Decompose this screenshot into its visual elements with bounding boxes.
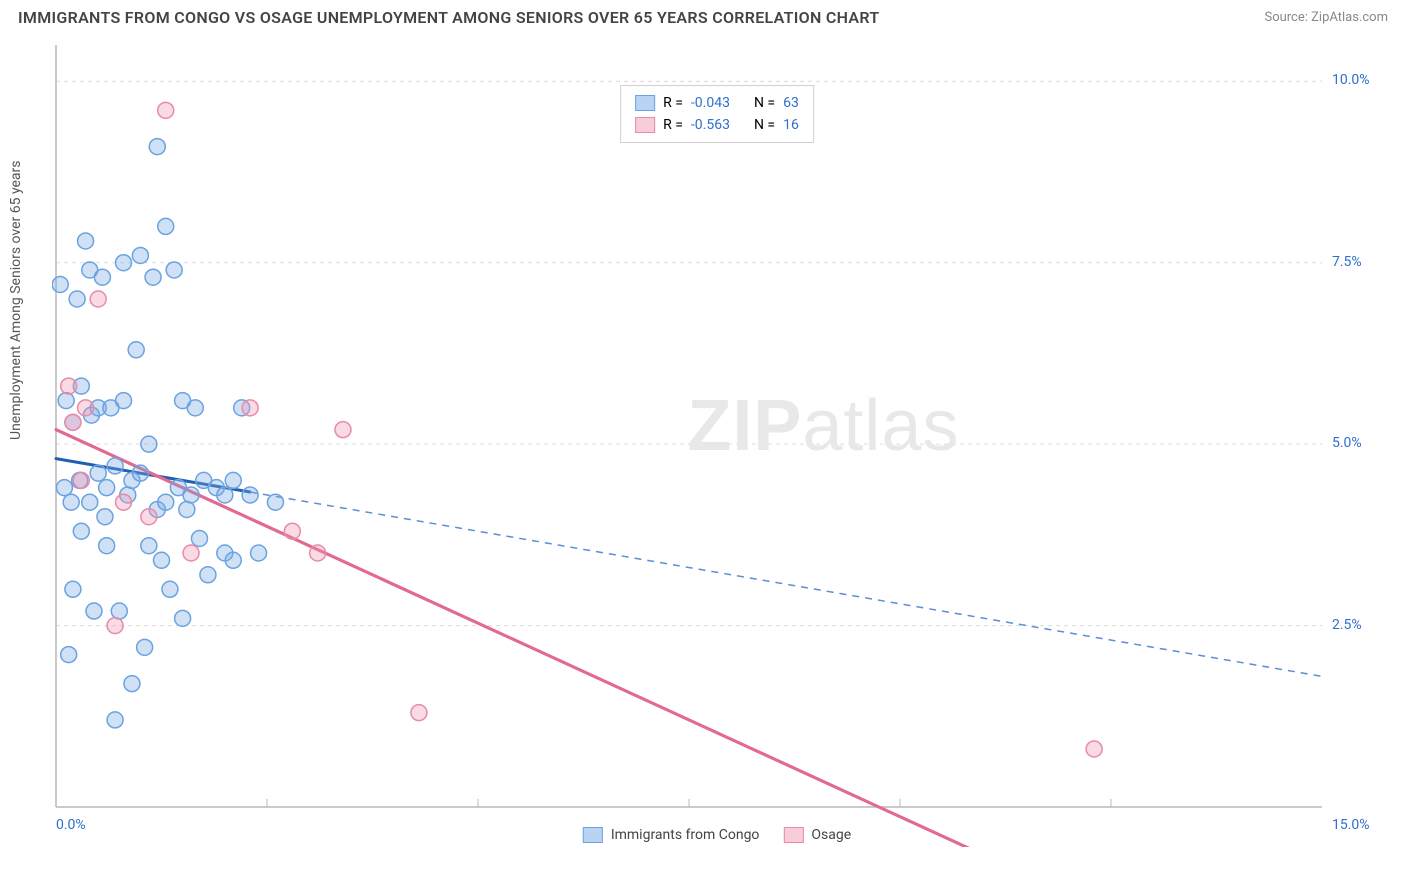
legend-r-label: R =: [663, 114, 683, 136]
chart-title: IMMIGRANTS FROM CONGO VS OSAGE UNEMPLOYM…: [18, 8, 880, 27]
legend-swatch-blue: [635, 95, 655, 111]
legend-swatch-blue: [583, 827, 603, 843]
x-tick-label: 0.0%: [56, 817, 86, 833]
y-tick-label: 5.0%: [1332, 435, 1362, 451]
scatter-plot: [52, 37, 1382, 847]
series-label: Immigrants from Congo: [611, 827, 760, 843]
legend-n-value: 63: [783, 92, 799, 114]
series-legend: Immigrants from Congo Osage: [583, 827, 851, 843]
series-legend-item: Immigrants from Congo: [583, 827, 760, 843]
legend-r-value: -0.043: [691, 92, 730, 114]
legend-swatch-pink: [783, 827, 803, 843]
correlation-row: R = -0.563 N = 16: [635, 114, 799, 136]
correlation-row: R = -0.043 N = 63: [635, 92, 799, 114]
series-legend-item: Osage: [783, 827, 851, 843]
y-tick-label: 2.5%: [1332, 617, 1362, 633]
title-bar: IMMIGRANTS FROM CONGO VS OSAGE UNEMPLOYM…: [0, 0, 1406, 31]
correlation-legend: R = -0.043 N = 63 R = -0.563 N = 16: [620, 85, 814, 143]
chart-container: ZIPatlas R = -0.043 N = 63 R = -0.563 N …: [52, 37, 1382, 847]
legend-swatch-pink: [635, 117, 655, 133]
source-label: Source: ZipAtlas.com: [1264, 10, 1388, 25]
y-axis-label: Unemployment Among Seniors over 65 years: [8, 161, 24, 441]
legend-n-label: N =: [754, 92, 775, 114]
y-tick-label: 10.0%: [1332, 72, 1370, 88]
legend-r-value: -0.563: [691, 114, 730, 136]
legend-n-label: N =: [754, 114, 775, 136]
x-tick-label: 15.0%: [1332, 817, 1370, 833]
series-label: Osage: [811, 827, 851, 843]
legend-n-value: 16: [783, 114, 799, 136]
legend-r-label: R =: [663, 92, 683, 114]
y-tick-label: 7.5%: [1332, 254, 1362, 270]
